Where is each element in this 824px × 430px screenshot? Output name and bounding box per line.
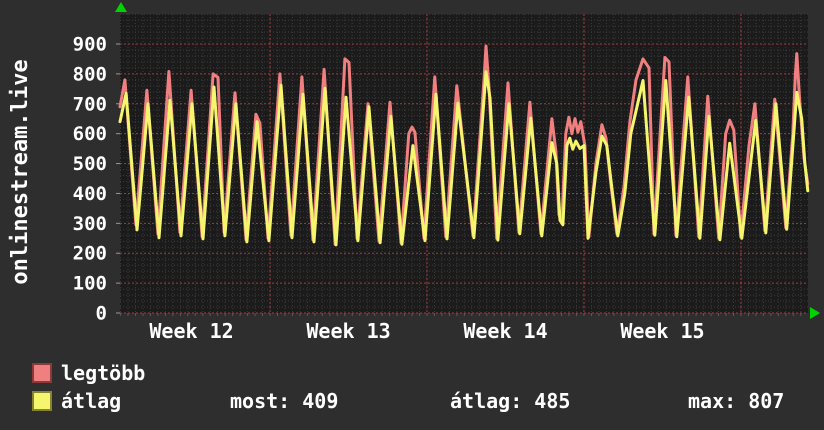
x-axis-arrow-icon	[810, 307, 820, 319]
x-axis-label: Week 14	[463, 319, 547, 343]
legend-label-legtobb: legtöbb	[61, 361, 146, 385]
x-axis-label: Week 13	[306, 319, 390, 343]
stat-most: most: 409	[230, 389, 339, 413]
stat-max: max: 807	[688, 389, 785, 413]
y-axis-label: 600	[73, 123, 107, 145]
y-axis-label: 300	[73, 213, 107, 235]
chart-title: onlinestream.live	[8, 59, 33, 285]
legend-label-atlag: átlag	[61, 389, 122, 413]
legend-swatch-atlag-icon	[32, 391, 52, 411]
y-axis-arrow-icon	[115, 2, 127, 12]
y-axis-label: 200	[73, 243, 107, 265]
y-axis-label: 500	[73, 153, 107, 175]
y-axis-label: 100	[73, 273, 107, 295]
x-axis-label: Week 12	[149, 319, 233, 343]
y-axis-label: 700	[73, 93, 107, 115]
y-axis-label: 400	[73, 183, 107, 205]
legend-swatch-legtobb-icon	[32, 363, 52, 383]
legend-row-atlag: átlag	[32, 389, 121, 413]
y-axis-label: 800	[73, 63, 107, 85]
y-axis-label: 900	[73, 34, 107, 56]
x-axis-label: Week 15	[620, 319, 704, 343]
stat-atlag: átlag: 485	[450, 389, 571, 413]
y-axis-label: 0	[96, 303, 107, 325]
series-line-atlag	[118, 70, 810, 247]
legend-row-legtobb: legtöbb	[32, 361, 145, 385]
